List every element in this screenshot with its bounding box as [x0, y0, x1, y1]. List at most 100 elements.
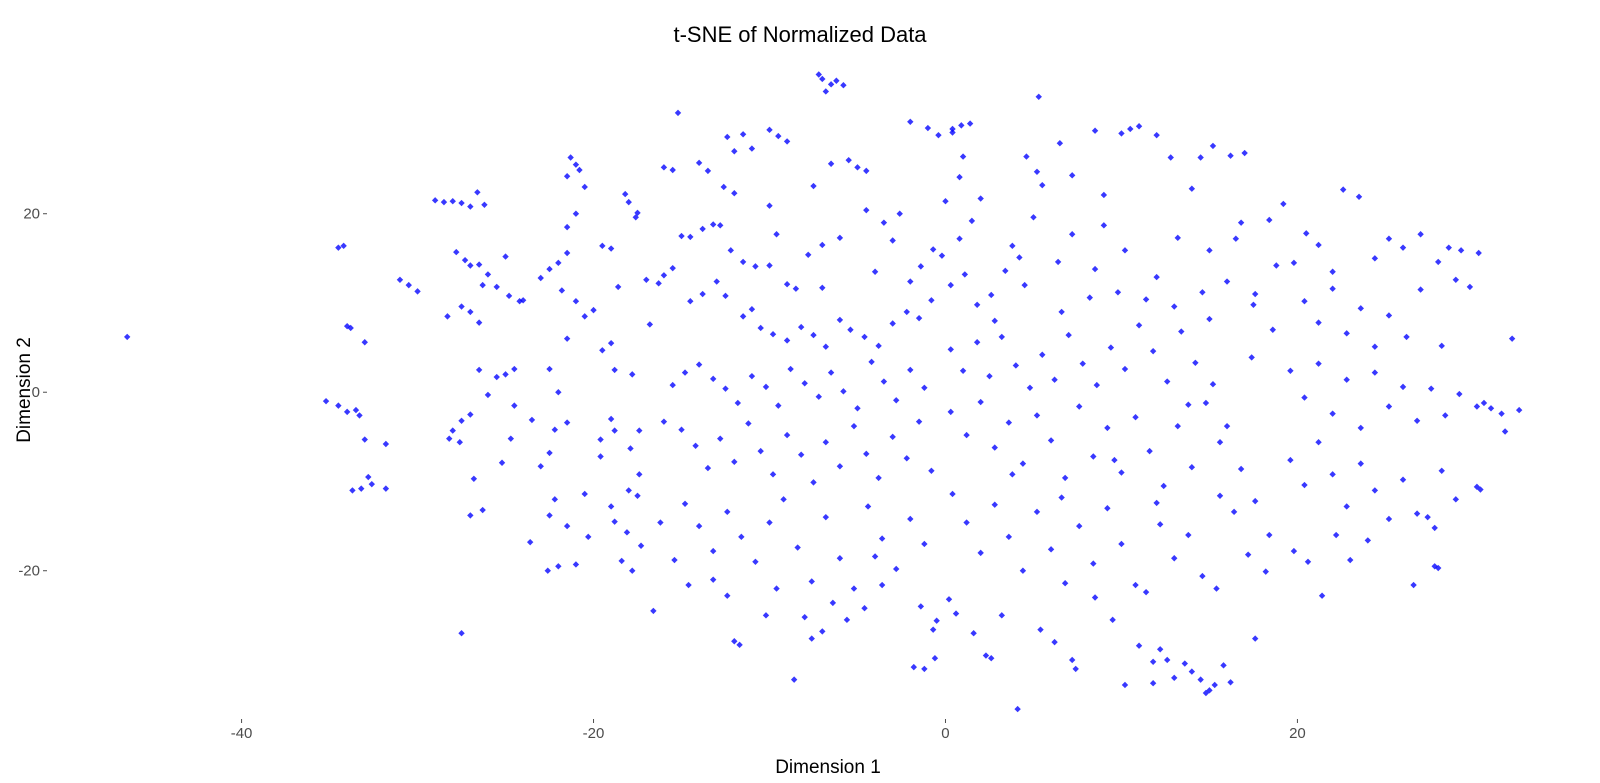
- data-point: [695, 159, 703, 167]
- data-point: [505, 292, 513, 300]
- data-point: [808, 578, 815, 585]
- data-point: [1371, 255, 1379, 262]
- data-point: [1248, 354, 1255, 361]
- data-point: [836, 463, 844, 470]
- data-point: [1135, 322, 1143, 329]
- data-point: [671, 556, 678, 564]
- x-tick-label: -20: [583, 725, 605, 742]
- data-point: [724, 133, 731, 141]
- data-point: [827, 81, 835, 88]
- data-point: [819, 75, 826, 83]
- data-point: [623, 529, 631, 536]
- data-point: [1033, 412, 1041, 419]
- data-point: [709, 375, 717, 383]
- data-point: [1413, 417, 1421, 424]
- data-point: [766, 126, 773, 134]
- data-point: [1237, 465, 1245, 473]
- data-point: [1135, 123, 1143, 130]
- data-point: [1192, 359, 1199, 366]
- data-point: [1244, 551, 1252, 558]
- x-tick-label: -40: [231, 725, 253, 742]
- data-point: [790, 676, 798, 683]
- data-point: [627, 445, 634, 452]
- data-point: [1061, 474, 1069, 482]
- data-point: [1227, 679, 1234, 686]
- data-point: [1466, 283, 1474, 291]
- data-point: [1149, 347, 1157, 355]
- data-point: [845, 156, 852, 164]
- data-point: [1039, 181, 1046, 189]
- data-point: [1065, 331, 1072, 339]
- data-point: [622, 190, 629, 198]
- data-point: [1114, 289, 1122, 296]
- data-point: [988, 655, 995, 662]
- data-point: [1121, 681, 1129, 689]
- data-point: [1107, 344, 1115, 351]
- data-point: [470, 475, 478, 483]
- data-point: [467, 512, 474, 519]
- data-point: [829, 599, 837, 607]
- data-point: [493, 283, 500, 291]
- data-point: [958, 122, 965, 129]
- y-tick-label: 20: [23, 206, 40, 223]
- data-point: [947, 346, 954, 353]
- data-point: [801, 613, 808, 621]
- data-point: [453, 248, 460, 256]
- data-point: [827, 369, 835, 376]
- data-point: [1332, 531, 1340, 539]
- data-point: [1413, 510, 1421, 517]
- data-point: [739, 313, 747, 320]
- data-point: [581, 490, 588, 498]
- data-point: [493, 373, 500, 381]
- x-axis-label: Dimension 1: [775, 757, 881, 778]
- data-point: [863, 206, 870, 214]
- data-point: [511, 365, 518, 373]
- data-point: [1417, 286, 1424, 293]
- data-point: [739, 258, 747, 266]
- data-point: [745, 420, 752, 427]
- data-point: [783, 337, 791, 344]
- data-point: [618, 557, 625, 565]
- data-point: [678, 232, 685, 240]
- data-point: [949, 490, 956, 498]
- data-point: [660, 418, 668, 425]
- data-point: [907, 515, 914, 523]
- data-point: [724, 508, 731, 516]
- data-point: [528, 416, 536, 424]
- data-point: [655, 280, 662, 287]
- data-point: [1076, 403, 1083, 410]
- data-point: [889, 433, 896, 441]
- data-point: [1431, 524, 1438, 532]
- data-point: [973, 301, 981, 308]
- data-point: [687, 233, 694, 241]
- data-point: [775, 132, 782, 140]
- data-point: [1301, 297, 1308, 305]
- x-axis: -40 -20 0 20: [231, 719, 1306, 742]
- data-point: [1153, 273, 1160, 281]
- data-point: [722, 385, 729, 392]
- data-point: [864, 503, 872, 510]
- data-point: [709, 576, 717, 583]
- data-point: [947, 408, 954, 416]
- data-point: [563, 522, 571, 530]
- data-point: [343, 408, 351, 416]
- data-point: [1473, 403, 1481, 410]
- data-point: [558, 287, 566, 294]
- data-point: [805, 251, 812, 258]
- data-point: [982, 652, 990, 659]
- data-point: [685, 581, 692, 589]
- data-point: [1475, 249, 1482, 257]
- data-point: [819, 628, 826, 635]
- data-point: [382, 440, 390, 448]
- data-point: [611, 427, 618, 434]
- data-point: [731, 148, 738, 155]
- data-point: [1090, 453, 1097, 460]
- data-point: [797, 323, 805, 331]
- data-point: [833, 77, 840, 84]
- data-point: [572, 161, 580, 168]
- data-point: [1371, 487, 1379, 494]
- data-point: [695, 522, 703, 530]
- data-point: [546, 449, 553, 457]
- data-point: [597, 436, 604, 443]
- data-point: [629, 567, 636, 574]
